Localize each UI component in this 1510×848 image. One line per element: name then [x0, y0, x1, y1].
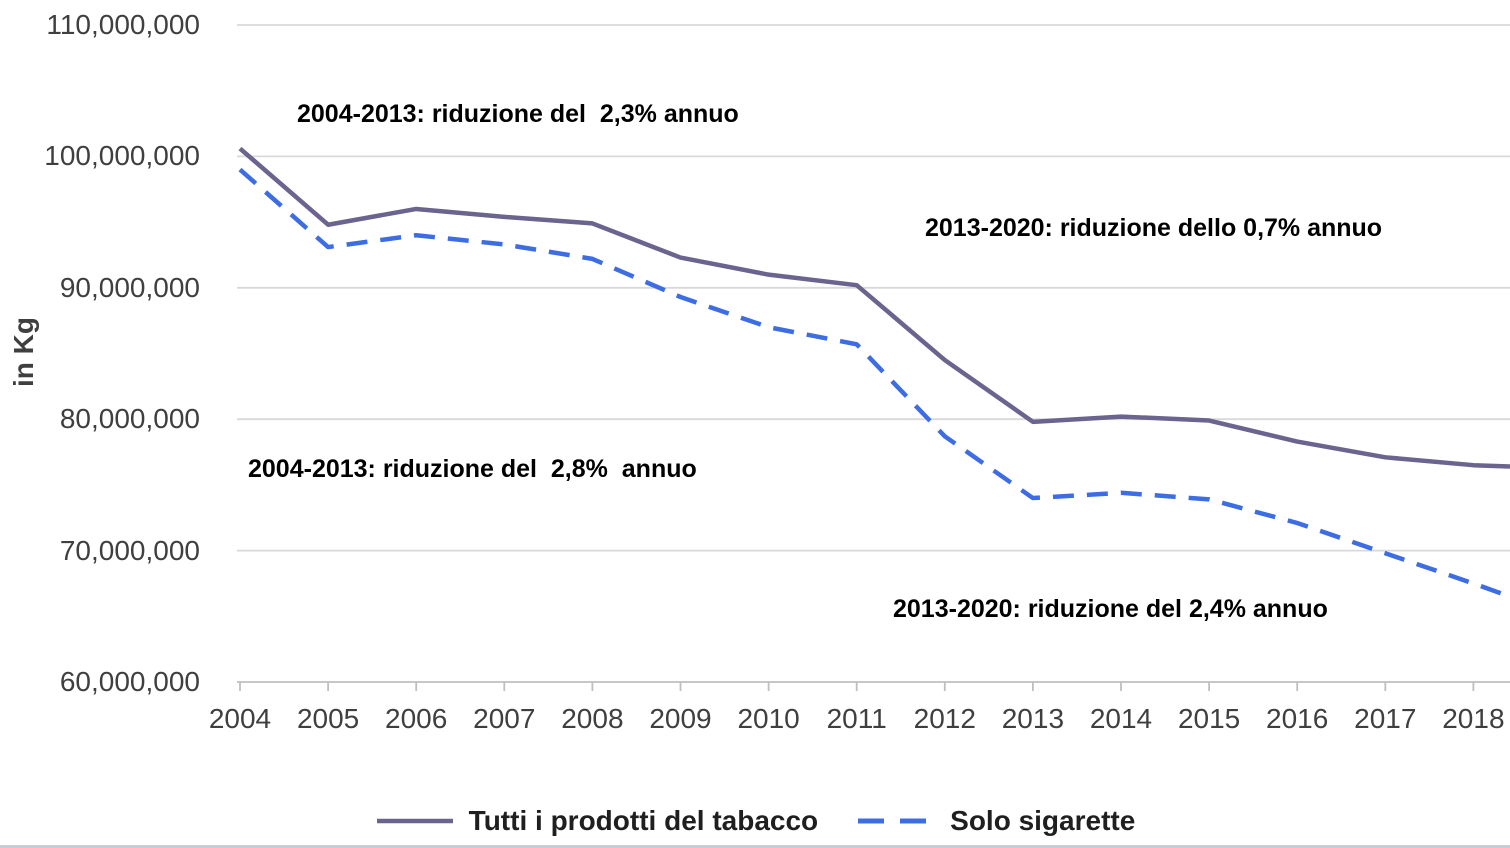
annotation-1: 2004-2013: riduzione del 2,3% annuo — [297, 100, 739, 128]
x-axis-tick-label: 2013 — [1001, 703, 1065, 734]
legend-item-tutti_prodotti: Tutti i prodotti del tabacco — [375, 805, 818, 837]
x-axis-tick-label: 2016 — [1266, 703, 1329, 734]
y-axis-title: in Kg — [8, 317, 39, 387]
x-axis-tick-label: 2005 — [296, 703, 360, 734]
bottom-edge-line — [0, 845, 1510, 848]
x-axis-tick-label: 2007 — [473, 703, 536, 734]
x-axis-tick-label: 2018 — [1442, 703, 1505, 734]
x-axis-tick-label: 2008 — [561, 703, 624, 734]
x-axis-tick-label: 2009 — [649, 703, 712, 734]
solid-line-swatch-icon — [376, 818, 453, 824]
legend-item-solo_sigarette: Solo sigarette — [856, 805, 1135, 837]
y-axis: 110,000,000 100,000,000 90,000,000 80,000,0… — [0, 0, 205, 848]
y-axis-tick-label: 70,000,000 — [59, 534, 200, 566]
x-axis: 2004 2005 2006 2007 2008 2009 2010 2011 2012 2013… — [0, 703, 1510, 743]
legend-label: Tutti i prodotti del tabacco — [468, 805, 819, 836]
annotation-2: 2013-2020: riduzione dello 0,7% annuo — [925, 214, 1383, 242]
series-line-tutti_prodotti — [238, 146, 1510, 469]
annotation-3: 2004-2013: riduzione del 2,8% annuo — [248, 455, 697, 483]
x-axis-tick-label: 2017 — [1354, 703, 1417, 734]
legend-label: Solo sigarette — [950, 805, 1136, 836]
x-axis-tick-label: 2015 — [1177, 703, 1241, 734]
x-axis-tick-label: 2012 — [913, 703, 976, 734]
x-axis-tick-label: 2006 — [385, 703, 448, 734]
legend: Tutti i prodotti del tabacco Solo sigaret… — [0, 799, 1510, 843]
y-axis-tick-label: 90,000,000 — [59, 271, 200, 303]
y-axis-tick-label: 110,000,000 — [46, 9, 200, 40]
y-axis-tick-label: 100,000,000 — [44, 140, 200, 172]
x-axis-tick-label: 2011 — [826, 703, 887, 734]
y-axis-tick-label: 80,000,000 — [59, 403, 200, 435]
x-axis-tick-label: 2014 — [1089, 703, 1153, 734]
y-axis-tick-label: 60,000,000 — [59, 666, 200, 697]
x-axis-tick-label: 2010 — [737, 703, 800, 734]
annotation-4: 2013-2020: riduzione del 2,4% annuo — [893, 595, 1328, 623]
dashed-line-swatch-icon — [858, 818, 935, 824]
x-axis-tick-label: 2004 — [208, 703, 272, 734]
series-line-solo_sigarette — [238, 167, 1510, 599]
